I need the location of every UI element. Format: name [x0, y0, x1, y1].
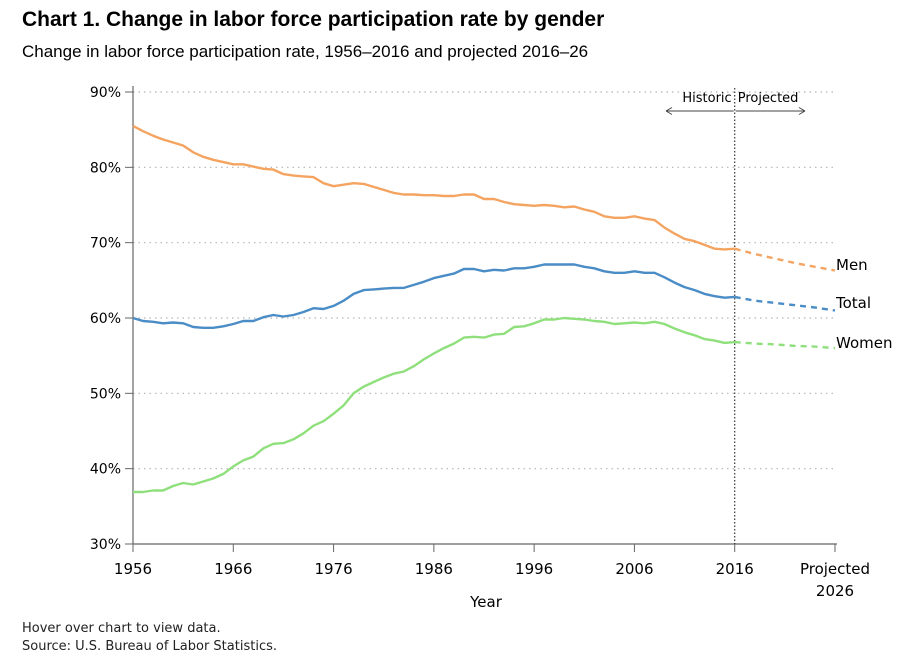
historic-arrowhead [665, 107, 673, 115]
y-tick-label-80: 80% [90, 160, 121, 176]
historic-projected-divider: Historic Projected [665, 88, 806, 544]
series-label-total: Total [835, 294, 871, 312]
x-tick-label-1996: 1996 [515, 560, 553, 578]
series-group[interactable] [132, 124, 836, 494]
x-tick-label-2026-1: 2026 [816, 582, 854, 600]
y-tick-label-70: 70% [90, 236, 121, 252]
chart-title: Chart 1. Change in labor force participa… [22, 8, 605, 31]
hover-note: Hover over chart to view data. [22, 621, 221, 636]
series-label-women: Women [836, 334, 892, 352]
y-tick-label-90: 90% [90, 85, 121, 101]
x-tick-label-1976: 1976 [314, 560, 352, 578]
y-tick-label-50: 50% [90, 386, 121, 402]
chart-subtitle: Change in labor force participation rate… [22, 42, 589, 61]
series-women-historic-line[interactable] [133, 316, 735, 494]
y-tick-label-60: 60% [90, 311, 121, 327]
series-total-projected-line[interactable] [734, 295, 836, 312]
x-axis-title: Year [469, 593, 503, 611]
projected-label: Projected [738, 91, 799, 106]
x-tick-label-2006: 2006 [615, 560, 653, 578]
series-label-men: Men [836, 256, 868, 274]
series-labels: Men Total Women [835, 256, 892, 352]
series-women-projected-line[interactable] [734, 340, 836, 350]
source-note: Source: U.S. Bureau of Labor Statistics. [22, 639, 277, 654]
historic-label: Historic [682, 91, 731, 106]
series-men-historic-line[interactable] [132, 124, 735, 251]
x-tick-label-2026-0: Projected [800, 560, 870, 578]
grid-lines [133, 91, 835, 470]
x-tick-label-1966: 1966 [214, 560, 252, 578]
y-tick-label-40: 40% [90, 462, 121, 478]
projected-arrowhead [798, 107, 806, 115]
x-tick-label-2016: 2016 [716, 560, 754, 578]
x-tick-label-1986: 1986 [415, 560, 453, 578]
line-chart[interactable]: 30% 40% 50% 60% 70% 80% 90% 1956 1966 1976 1986 199… [0, 0, 900, 615]
series-men-projected-line[interactable] [734, 247, 836, 272]
axes: 30% 40% 50% 60% 70% 80% 90% 1956 1966 1976 1986 199… [90, 85, 870, 600]
series-total-historic-line[interactable] [132, 263, 735, 329]
x-tick-label-1956: 1956 [114, 560, 152, 578]
y-tick-label-30: 30% [90, 537, 121, 553]
